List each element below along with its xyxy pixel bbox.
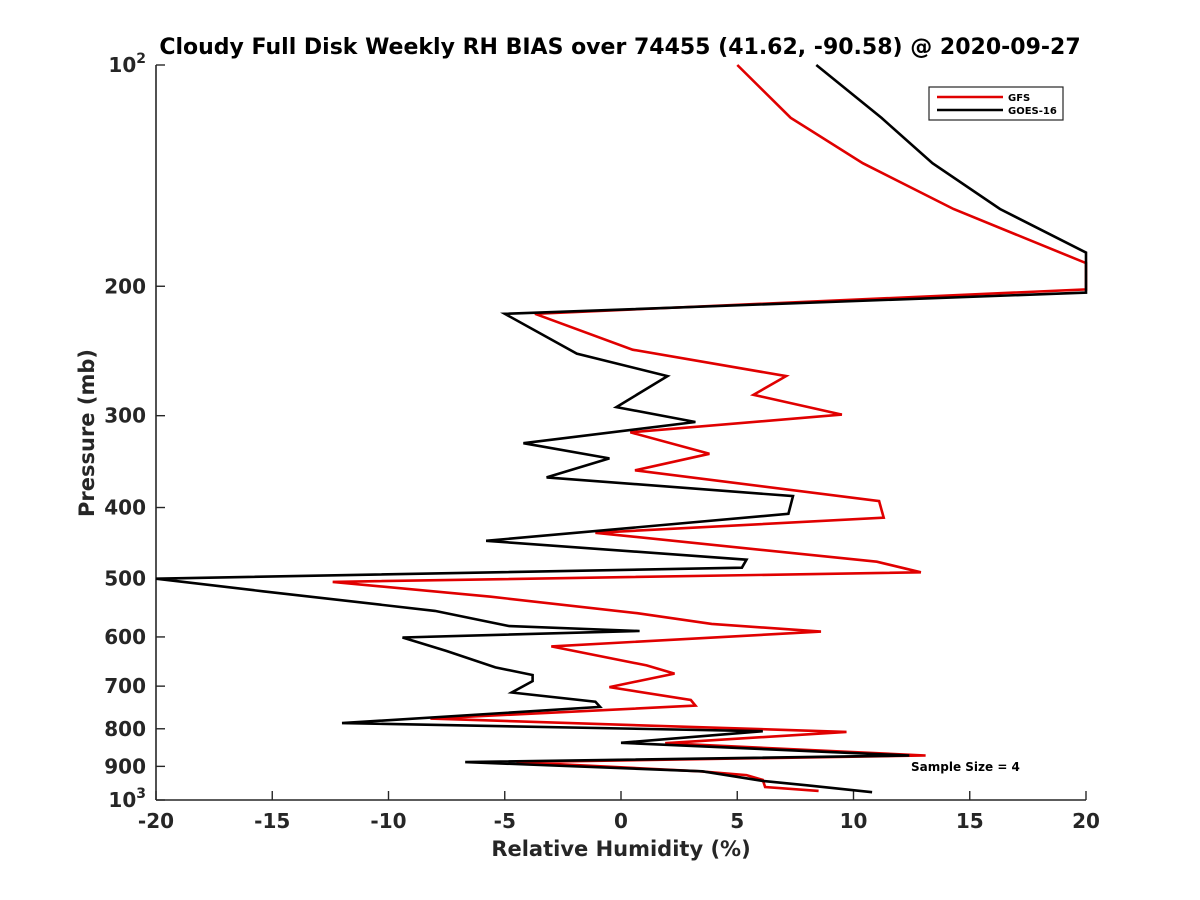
y-tick-label: 300 (104, 404, 146, 428)
legend-label-goes16: GOES-16 (1008, 106, 1057, 117)
x-axis-ticks: -20 -15 -10 -5 0 5 10 15 20 (138, 791, 1100, 833)
legend: GFS GOES-16 (928, 86, 1064, 121)
y-tick-label: 102 (108, 51, 146, 77)
legend-box (928, 86, 1064, 121)
sample-size-annotation: Sample Size = 4 (911, 760, 1020, 774)
x-tick-label: 5 (730, 809, 744, 833)
y-tick-label: 600 (104, 625, 146, 649)
x-tick-label: -15 (254, 809, 290, 833)
x-tick-label: 15 (956, 809, 984, 833)
series-line-goes16 (155, 63, 1088, 794)
x-tick-label: 10 (840, 809, 868, 833)
x-tick-label: 20 (1072, 809, 1100, 833)
y-tick-label: 103 (108, 786, 146, 812)
x-tick-label: -5 (494, 809, 516, 833)
x-tick-label: 0 (614, 809, 628, 833)
x-axis-label: Relative Humidity (%) (491, 837, 750, 861)
chart-title: Cloudy Full Disk Weekly RH BIAS over 744… (159, 35, 1080, 60)
series-group (155, 63, 1088, 794)
y-tick-label: 900 (104, 754, 146, 778)
series-line-gfs (332, 64, 1088, 793)
y-tick-label: 500 (104, 567, 146, 591)
y-axis-label: Pressure (mb) (75, 349, 99, 517)
x-tick-label: -10 (370, 809, 406, 833)
y-tick-label: 400 (104, 496, 146, 520)
y-tick-label: 200 (104, 274, 146, 298)
legend-label-gfs: GFS (1008, 93, 1030, 104)
y-tick-label: 800 (104, 717, 146, 741)
y-axis-ticks: 102 200 300 400 500 600 700 800 900 103 (104, 51, 165, 812)
y-tick-label: 700 (104, 674, 146, 698)
x-tick-label: -20 (138, 809, 174, 833)
